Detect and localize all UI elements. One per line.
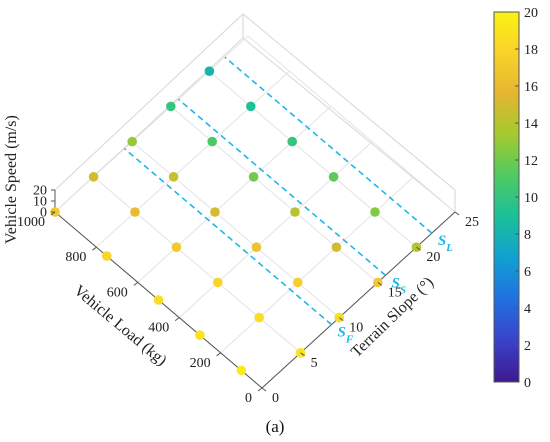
grid-line-load bbox=[96, 70, 290, 248]
data-point bbox=[195, 330, 205, 341]
colorbar bbox=[493, 11, 520, 383]
grid-line-slope bbox=[170, 106, 379, 283]
data-point bbox=[213, 277, 223, 288]
data-point bbox=[236, 365, 247, 376]
colorbar-tick-label: 8 bbox=[524, 228, 531, 243]
colorbar-tick-label: 14 bbox=[524, 117, 538, 132]
grid-line-slope bbox=[93, 176, 301, 354]
boundary-line bbox=[123, 148, 332, 326]
colorbar-tick-label: 12 bbox=[524, 154, 538, 169]
y-tick-label: 600 bbox=[107, 285, 128, 300]
colorbar-tick-label: 2 bbox=[524, 339, 531, 354]
data-point bbox=[251, 242, 262, 252]
boundary-line bbox=[178, 98, 387, 276]
data-point bbox=[204, 66, 215, 76]
colorbar-tick-label: 0 bbox=[524, 376, 531, 391]
data-point bbox=[130, 207, 140, 217]
colorbar-ticks: 0 2 4 6 8 10 12 14 16 18 20 bbox=[515, 6, 538, 391]
x-tick-mark bbox=[454, 211, 460, 216]
colorbar-tick-label: 4 bbox=[524, 302, 531, 317]
data-point bbox=[166, 101, 176, 112]
data-point bbox=[102, 251, 112, 261]
z-tick-label: 10 bbox=[33, 195, 47, 210]
y-tick-mark bbox=[133, 281, 139, 286]
data-point bbox=[127, 136, 137, 147]
x-tick-mark bbox=[377, 281, 383, 286]
data-point bbox=[293, 277, 303, 288]
y-tick-label: 800 bbox=[65, 250, 86, 265]
data-point bbox=[290, 207, 300, 217]
y-tick-mark bbox=[174, 317, 180, 322]
boundary-line bbox=[224, 56, 433, 234]
colorbar-tick-label: 18 bbox=[524, 43, 538, 58]
data-point bbox=[331, 242, 342, 252]
y-tick-label: 400 bbox=[148, 321, 169, 336]
data-point bbox=[88, 172, 99, 182]
y-tick-label: 200 bbox=[190, 356, 211, 371]
grid-line-load bbox=[54, 35, 249, 213]
x-tick-mark bbox=[416, 246, 421, 251]
x-tick-label: 10 bbox=[349, 321, 363, 336]
data-point bbox=[153, 295, 164, 305]
colorbar-tick-label: 10 bbox=[524, 191, 538, 206]
z-tick-label: 20 bbox=[33, 184, 47, 199]
x-tick-label: 0 bbox=[272, 391, 279, 406]
colorbar-tick-label: 16 bbox=[524, 80, 538, 95]
y-tick-mark bbox=[257, 387, 263, 392]
colorbar-tick-label: 6 bbox=[524, 265, 531, 280]
data-point bbox=[210, 207, 220, 217]
y-tick-mark bbox=[92, 246, 97, 251]
grid-line-slope bbox=[247, 35, 456, 213]
data-point bbox=[168, 172, 179, 182]
x-tick-mark bbox=[338, 317, 344, 322]
data-point bbox=[287, 136, 298, 147]
y-tick-label: 0 bbox=[245, 391, 252, 406]
data-point bbox=[248, 172, 259, 182]
grid-line-load bbox=[220, 176, 414, 354]
x-tick-label: 25 bbox=[465, 215, 479, 230]
z-tick-label: 0 bbox=[40, 206, 47, 221]
x-tick-label: 20 bbox=[426, 250, 440, 265]
x-tick-mark bbox=[261, 387, 267, 392]
z-axis-label: Vehicle Speed (m/s) bbox=[3, 115, 20, 244]
colorbar-tick-label: 20 bbox=[524, 6, 538, 21]
grid-line-slope bbox=[209, 70, 417, 248]
figure-caption: (a) bbox=[266, 417, 285, 436]
x-tick-mark bbox=[300, 352, 305, 357]
data-point bbox=[171, 242, 182, 252]
floor-grid bbox=[54, 35, 456, 389]
data-point bbox=[254, 312, 264, 323]
grid-line-slope bbox=[131, 141, 340, 318]
x-tick-label: 5 bbox=[311, 356, 318, 371]
data-point bbox=[370, 207, 380, 217]
grid-line-load bbox=[137, 106, 332, 283]
plot-box-frame bbox=[54, 12, 456, 213]
y-tick-mark bbox=[216, 352, 221, 357]
grid-line-load bbox=[178, 141, 373, 318]
y-tick-label: 1000 bbox=[17, 215, 45, 230]
x-tick-label: 15 bbox=[388, 285, 402, 300]
data-point bbox=[246, 101, 256, 112]
data-point bbox=[328, 172, 339, 182]
data-point bbox=[207, 136, 217, 147]
